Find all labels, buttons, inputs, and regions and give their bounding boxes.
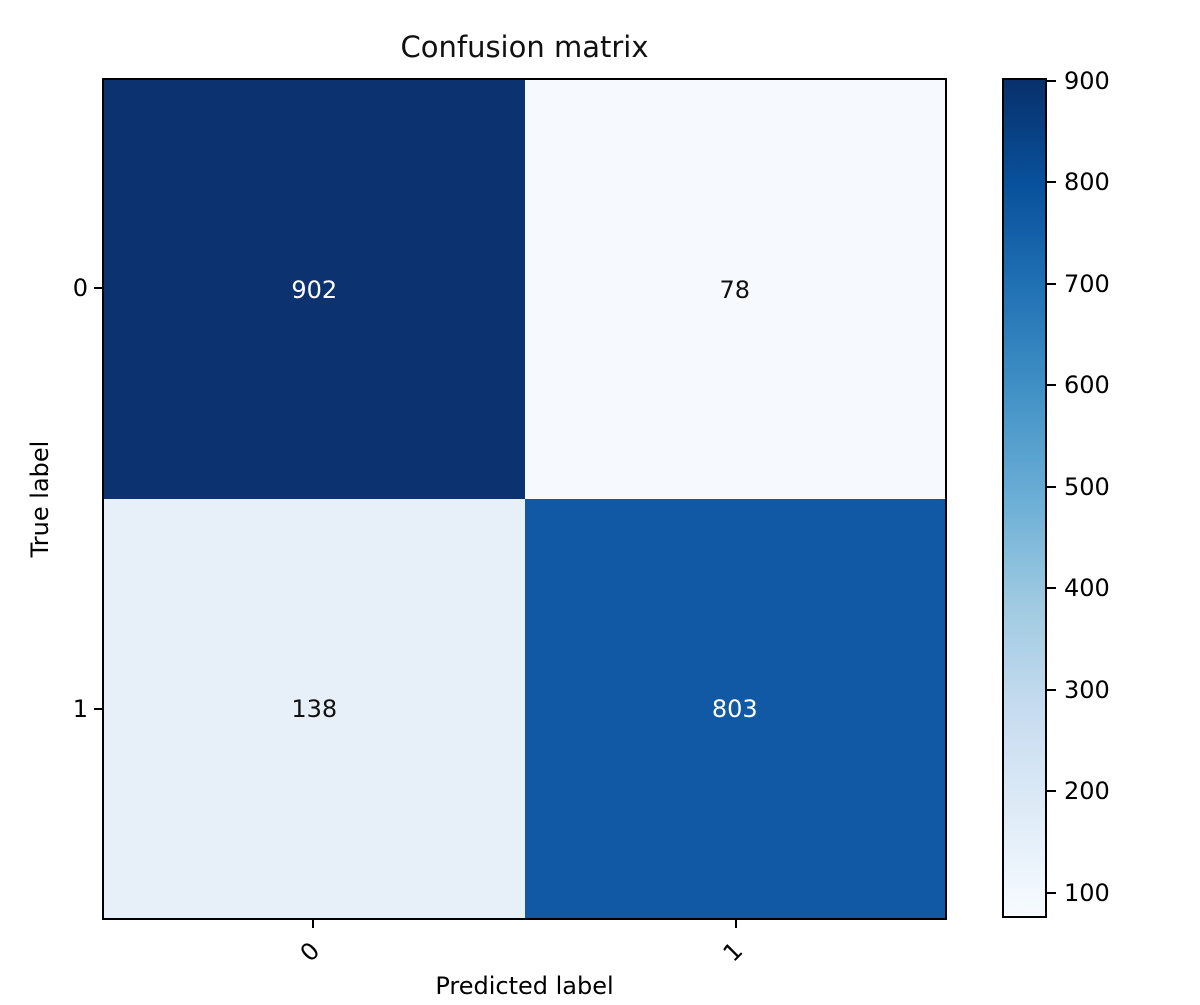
x-tick-mark [735,920,737,928]
colorbar-tick-mark [1047,688,1056,691]
matrix-cell-true0-pred1: 78 [524,80,945,499]
matrix-cell-true1-pred1: 803 [524,499,945,918]
colorbar-tick-label: 300 [1064,675,1110,704]
colorbar-tick-label: 900 [1064,67,1110,96]
y-tick-label-0: 0 [72,274,88,302]
colorbar-tick-label: 700 [1064,269,1110,298]
colorbar-tick-label: 400 [1064,574,1110,603]
x-tick-label-0: 0 [294,936,326,968]
colorbar-tick-label: 100 [1064,878,1110,907]
y-tick-mark [94,287,102,289]
cell-value: 78 [719,275,751,304]
colorbar-tick-mark [1047,587,1056,590]
chart-title: Confusion matrix [400,30,649,64]
cell-value: 902 [291,275,338,304]
colorbar-tick-mark [1047,181,1056,184]
matrix-cell-true1-pred0: 138 [104,499,525,918]
colorbar-tick-mark [1047,282,1056,285]
colorbar-tick-mark [1047,891,1056,894]
y-axis-label: True label [26,440,54,558]
colorbar-tick-mark [1047,384,1056,387]
colorbar-tick-mark [1047,790,1056,793]
colorbar-tick-label: 800 [1064,168,1110,197]
y-tick-label-1: 1 [72,695,88,723]
y-tick-mark [94,708,102,710]
colorbar-tick-label: 600 [1064,371,1110,400]
colorbar-tick-mark [1047,80,1056,83]
colorbar-tick-label: 500 [1064,472,1110,501]
x-tick-label-1: 1 [717,936,749,968]
colorbar-tick-mark [1047,485,1056,488]
colorbar [1002,78,1047,918]
x-tick-mark [312,920,314,928]
cell-value: 138 [291,694,338,723]
x-axis-label: Predicted label [435,972,614,1000]
heatmap-plot: 902 78 138 803 [102,78,947,920]
matrix-cell-true0-pred0: 902 [104,80,525,499]
colorbar-tick-label: 200 [1064,777,1110,806]
colorbar-ticks: 900 800 700 600 500 400 300 200 100 [1047,67,1147,915]
cell-value: 803 [711,694,758,723]
